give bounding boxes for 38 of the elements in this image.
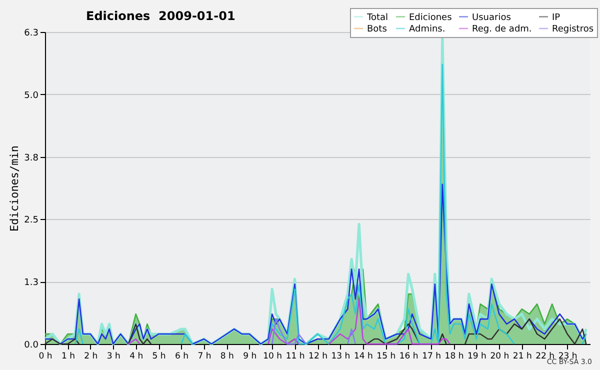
x-tick-label: 7 h xyxy=(198,352,212,362)
x-tick-label: 13 h xyxy=(331,352,350,362)
legend-label: Registros xyxy=(552,24,594,34)
x-tick-label: 18 h xyxy=(444,352,464,362)
legend-label: Reg. de adm. xyxy=(472,24,532,34)
x-tick-label: 5 h xyxy=(152,352,166,362)
chart-title: Ediciones 2009-01-01 xyxy=(86,9,236,23)
y-tick-label: 1.3 xyxy=(24,278,38,288)
x-tick-label: 19 h xyxy=(468,352,486,362)
legend-label: Admins. xyxy=(409,24,446,34)
y-tick-label: 3.8 xyxy=(24,153,39,164)
x-tick-label: 3 h xyxy=(106,352,120,362)
x-tick-label: 2 h xyxy=(84,352,98,362)
x-tick-label: 8 h xyxy=(220,352,234,362)
x-tick-label: 14 h xyxy=(354,352,373,362)
x-tick-label: 11 h xyxy=(286,352,305,362)
legend-label: Total xyxy=(366,12,388,23)
x-tick-label: 17 h xyxy=(422,352,441,362)
x-tick-label: 20 h xyxy=(490,352,510,362)
legend-label: Usuarios xyxy=(472,12,512,23)
x-tick-label: 1 h xyxy=(61,352,75,362)
y-tick-label: 6.3 xyxy=(24,28,38,38)
legend-label: Ediciones xyxy=(409,12,452,23)
x-tick-label: 9 h xyxy=(243,352,257,362)
y-axis-title: Ediciones/min xyxy=(8,145,22,232)
y-tick-label: 0.0 xyxy=(24,340,39,350)
x-tick-label: 4 h xyxy=(130,352,144,362)
x-tick-label: 6 h xyxy=(175,352,188,362)
x-tick-label: 12 h xyxy=(308,352,328,362)
y-tick-label: 5.0 xyxy=(24,90,39,101)
x-tick-label: 15 h xyxy=(376,352,396,362)
x-tick-label: 16 h xyxy=(399,352,418,362)
legend-label: IP xyxy=(552,12,561,23)
legend-label: Bots xyxy=(367,24,388,34)
x-tick-label: 10 h xyxy=(263,352,282,362)
y-tick-label: 2.5 xyxy=(24,216,38,226)
x-tick-label: 0 h xyxy=(38,352,52,362)
x-tick-label: 21 h xyxy=(512,352,532,362)
